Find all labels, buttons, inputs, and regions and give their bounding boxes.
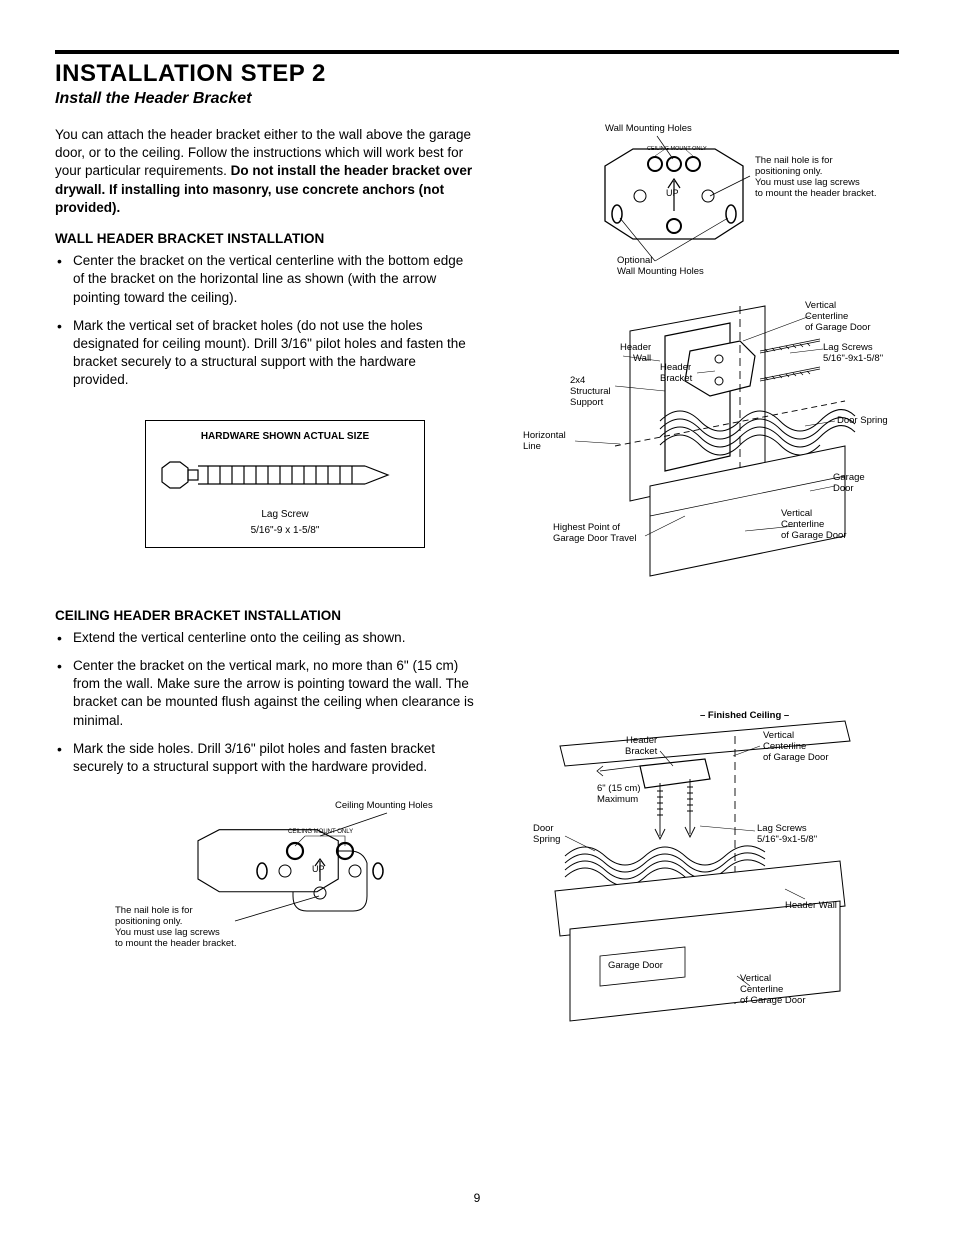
label-vcl-bottom-b: Vertical Centerline of Garage Door: [781, 509, 846, 542]
label-lag-b: Lag Screws 5/16"-9x1-5/8": [823, 343, 883, 365]
step-title: INSTALLATION STEP 2: [55, 60, 899, 88]
step-subtitle: Install the Header Bracket: [55, 90, 899, 108]
label-vcl-top-b: Vertical Centerline of Garage Door: [805, 301, 870, 334]
ceiling-install-bullets: Extend the vertical centerline onto the …: [55, 629, 475, 777]
label-garage-door-b: Garage Door: [833, 473, 865, 495]
label-header-bracket-d: Header Bracket: [625, 736, 657, 758]
label-up-c: UP: [312, 864, 325, 874]
intro-paragraph: You can attach the header bracket either…: [55, 126, 475, 217]
right-column: Wall Mounting Holes: [505, 126, 899, 1031]
page-number: 9: [0, 1191, 954, 1205]
label-highest-b: Highest Point of Garage Door Travel: [553, 523, 636, 545]
left-column: You can attach the header bracket either…: [55, 126, 475, 1031]
label-header-wall-d: Header Wall: [785, 901, 837, 912]
ceiling-install-heading: CEILING HEADER BRACKET INSTALLATION: [55, 608, 475, 623]
ceiling-bullet-2: Center the bracket on the vertical mark,…: [55, 657, 475, 730]
label-nail-note-c: The nail hole is for positioning only. Y…: [115, 906, 236, 950]
label-spring-d: Door Spring: [533, 824, 560, 846]
hardware-caption-1: Lag Screw: [158, 509, 412, 521]
label-spring-b: Door Spring: [837, 416, 888, 427]
label-finished-d: – Finished Ceiling –: [700, 711, 789, 722]
diagram-ceiling-bracket: Ceiling Mounting Holes CEIL: [105, 801, 455, 981]
diagram-ceiling-installation: – Finished Ceiling – Header Bracket Vert…: [505, 711, 895, 1031]
label-header-bracket-b: Header Bracket: [660, 363, 692, 385]
wall-bullet-1: Center the bracket on the vertical cente…: [55, 252, 475, 307]
label-up-a: UP: [666, 188, 679, 198]
ceiling-bullet-1: Extend the vertical centerline onto the …: [55, 629, 475, 647]
lag-screw-icon: [160, 450, 410, 500]
label-vcl-bottom-d: Vertical Centerline of Garage Door: [740, 974, 805, 1007]
label-struct-b: 2x4 Structural Support: [570, 376, 611, 409]
label-optional: Optional Wall Mounting Holes: [617, 256, 704, 278]
hardware-box: HARDWARE SHOWN ACTUAL SIZE: [145, 420, 425, 548]
wall-bullet-2: Mark the vertical set of bracket holes (…: [55, 317, 475, 390]
label-header-wall-b: Header Wall: [620, 343, 651, 365]
label-vcl-top-d: Vertical Centerline of Garage Door: [763, 731, 828, 764]
label-six-in-d: 6" (15 cm) Maximum: [597, 784, 641, 806]
diagram-wall-installation: Vertical Centerline of Garage Door Heade…: [505, 301, 895, 591]
label-garage-door-d: Garage Door: [608, 961, 663, 972]
label-ceiling-only-a: CEILING MOUNT ONLY: [647, 146, 707, 152]
label-horiz-b: Horizontal Line: [523, 431, 566, 453]
label-lag-d: Lag Screws 5/16"-9x1-5/8": [757, 824, 817, 846]
diagram-wall-bracket-plate: Wall Mounting Holes: [505, 126, 885, 301]
label-ceiling-only-c: CEILING MOUNT ONLY: [288, 829, 353, 836]
wall-install-heading: WALL HEADER BRACKET INSTALLATION: [55, 231, 475, 246]
ceiling-bullet-3: Mark the side holes. Drill 3/16" pilot h…: [55, 740, 475, 776]
hardware-title: HARDWARE SHOWN ACTUAL SIZE: [158, 431, 412, 442]
wall-install-bullets: Center the bracket on the vertical cente…: [55, 252, 475, 390]
hardware-caption-2: 5/16"-9 x 1-5/8": [158, 525, 412, 537]
label-nail-note-a: The nail hole is for positioning only. Y…: [755, 156, 876, 200]
